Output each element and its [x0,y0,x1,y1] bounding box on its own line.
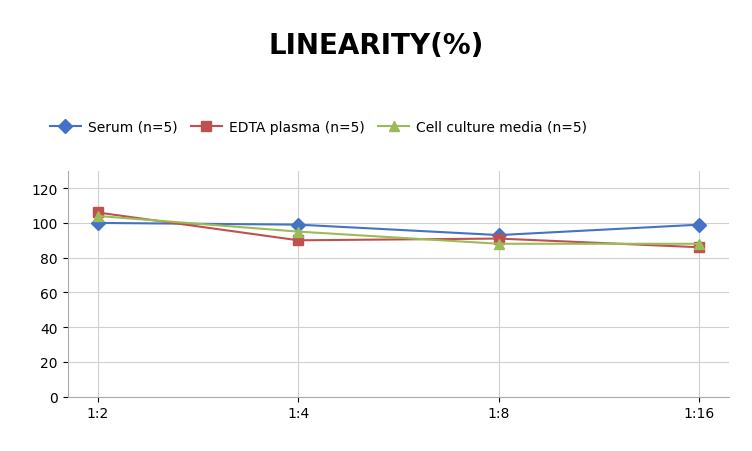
Serum (n=5) [294,222,303,228]
Cell culture media (n=5) [494,242,503,247]
Cell culture media (n=5) [93,214,102,219]
Cell culture media (n=5) [695,242,704,247]
EDTA plasma (n=5) [494,236,503,242]
Legend: Serum (n=5), EDTA plasma (n=5), Cell culture media (n=5): Serum (n=5), EDTA plasma (n=5), Cell cul… [44,115,593,140]
Serum (n=5) [695,222,704,228]
Line: Serum (n=5): Serum (n=5) [93,219,704,240]
EDTA plasma (n=5) [93,210,102,216]
Text: LINEARITY(%): LINEARITY(%) [268,32,484,60]
Serum (n=5) [93,221,102,226]
Line: Cell culture media (n=5): Cell culture media (n=5) [93,212,704,249]
Serum (n=5) [494,233,503,238]
EDTA plasma (n=5) [695,245,704,250]
Line: EDTA plasma (n=5): EDTA plasma (n=5) [93,208,704,253]
EDTA plasma (n=5) [294,238,303,244]
Cell culture media (n=5) [294,230,303,235]
